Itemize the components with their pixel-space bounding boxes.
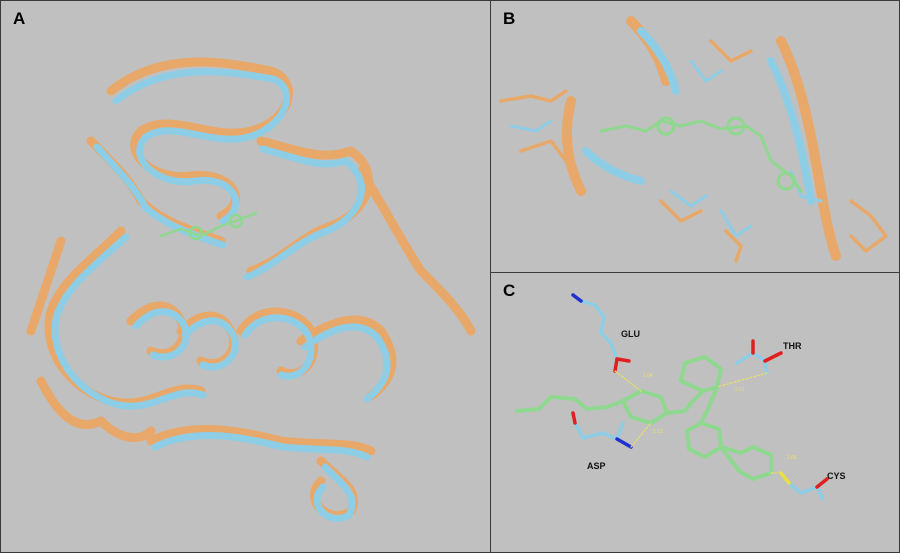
panel-b-pocket — [499, 16, 888, 263]
cys-residue — [779, 471, 829, 501]
panel-b-ligand — [599, 116, 803, 193]
panel-b: B — [490, 0, 900, 273]
asp-residue — [571, 411, 633, 449]
panel-c-letter: C — [503, 281, 516, 300]
panel-a-letter: A — [13, 9, 26, 28]
blue-ribbon — [51, 68, 391, 522]
distance-label: 2.08 — [787, 455, 797, 461]
panel-c-interactions: GLU THR ASP CYS 2.04 2.01 2.13 2.08 — [515, 293, 846, 501]
panel-c: C — [490, 272, 900, 553]
glu-label: GLU — [621, 329, 640, 339]
panel-a-structure — [26, 57, 476, 522]
distance-label: 2.13 — [653, 429, 663, 435]
distance-label: 2.01 — [735, 387, 745, 393]
orange-ribbon — [26, 57, 476, 521]
hydrogen-bonds — [614, 370, 782, 474]
blue-sticks-b — [509, 59, 823, 238]
orange-sticks-b — [499, 39, 888, 263]
thr-label: THR — [783, 341, 802, 351]
panel-a-ligand — [159, 211, 258, 241]
asp-label: ASP — [587, 461, 606, 471]
panel-b-letter: B — [503, 9, 516, 28]
cys-label: CYS — [827, 471, 846, 481]
distance-label: 2.04 — [643, 373, 653, 379]
panel-c-ligand — [515, 355, 773, 481]
blue-ribbon-b — [582, 27, 815, 205]
glu-residue — [571, 293, 631, 373]
panel-a: A — [0, 0, 491, 553]
thr-residue — [735, 339, 783, 375]
